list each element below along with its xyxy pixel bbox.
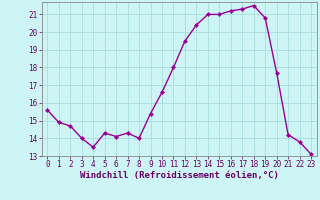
X-axis label: Windchill (Refroidissement éolien,°C): Windchill (Refroidissement éolien,°C) [80,171,279,180]
